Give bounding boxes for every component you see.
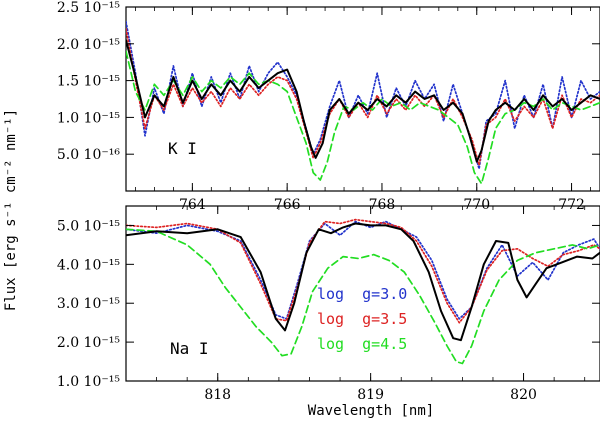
legend-entry-g35: log g=3.5 — [317, 310, 407, 328]
y-tick-label: 1.0 10⁻¹⁵ — [57, 110, 121, 126]
series-group — [126, 20, 600, 185]
series-line-dotted-dd2222 — [126, 218, 600, 324]
y-tick-label: 5.0 10⁻¹⁵ — [57, 218, 121, 234]
panel-label-k-i: K I — [168, 139, 197, 158]
legend-entry-g30: log g=3.0 — [317, 285, 407, 303]
x-tick-label: 768 — [369, 197, 396, 213]
y-tick-label: 2.0 10⁻¹⁵ — [57, 335, 121, 351]
series-line-dotted-2233cc — [126, 220, 600, 320]
x-tick-label: 819 — [357, 387, 384, 403]
x-tick-label: 764 — [179, 197, 206, 213]
x-ticks: 818 819 820 — [125, 206, 586, 403]
x-tick-label: 820 — [510, 387, 537, 403]
legend-entry-g45: log g=4.5 — [317, 335, 407, 353]
y-tick-label: 2.5 10⁻¹⁵ — [57, 0, 121, 16]
x-ticks: 764 766 768 770 772 — [135, 7, 591, 213]
y-axis-title: Flux [erg s⁻¹ cm⁻² nm⁻¹] — [3, 109, 19, 311]
series-line-solid-000000 — [126, 39, 600, 163]
plot-frame — [125, 6, 600, 192]
series-line-dotted-dd2222 — [126, 28, 600, 167]
plot-frame — [125, 205, 600, 382]
panel-na-i: 818 819 820 5.0 10⁻¹⁵ 4.0 10⁻¹⁵ 3.0 10⁻¹⁵ 2.0… — [57, 205, 600, 403]
x-tick-label: 766 — [274, 197, 301, 213]
x-tick-label: 818 — [204, 387, 231, 403]
series-line-dashed-22dd22 — [126, 50, 600, 185]
y-tick-label: 2.0 10⁻¹⁵ — [57, 37, 121, 53]
x-tick-label: 770 — [463, 197, 490, 213]
y-tick-label: 1.5 10⁻¹⁵ — [57, 74, 121, 90]
series-group — [126, 218, 600, 365]
y-tick-label: 4.0 10⁻¹⁵ — [57, 257, 121, 273]
x-axis-title: Wavelength [nm] — [308, 403, 434, 419]
panel-label-na-i: Na I — [170, 339, 209, 358]
x-tick-label: 772 — [558, 197, 585, 213]
series-line-solid-000000 — [126, 222, 600, 342]
y-tick-label: 1.0 10⁻¹⁵ — [57, 374, 121, 390]
y-tick-label: 5.0 10⁻¹⁶ — [57, 147, 121, 163]
y-ticks: 5.0 10⁻¹⁵ 4.0 10⁻¹⁵ 3.0 10⁻¹⁵ 2.0 10⁻¹⁵ 1.0 … — [57, 218, 600, 390]
y-tick-label: 3.0 10⁻¹⁵ — [57, 296, 121, 312]
y-ticks: 2.5 10⁻¹⁵ 2.0 10⁻¹⁵ 1.5 10⁻¹⁵ 1.0 10⁻¹⁵ 5.0 … — [57, 0, 600, 163]
legend: log g=3.0 log g=3.5 log g=4.5 — [317, 285, 407, 353]
panel-k-i: 764 766 768 770 772 2.5 10⁻¹⁵ 2.0 10⁻¹⁵ 1.5 10… — [57, 0, 600, 213]
